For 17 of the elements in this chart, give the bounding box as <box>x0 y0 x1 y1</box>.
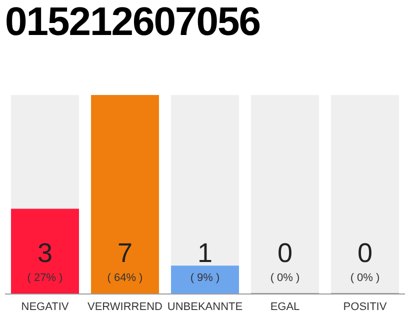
x-tick-label: VERWIRREND <box>88 300 163 313</box>
data-label: 1 <box>197 238 213 268</box>
data-label: 0 <box>357 238 373 268</box>
x-tick-label: POSITIV <box>343 300 388 313</box>
x-tick-label: NEGATIV <box>21 300 70 313</box>
data-label: 0 <box>277 238 293 268</box>
annotation: ( 0% ) <box>350 272 380 284</box>
annotation: ( 0% ) <box>270 272 300 284</box>
data-label: 3 <box>37 238 53 268</box>
data-label: 7 <box>117 238 133 268</box>
x-tick-label: EGAL <box>270 300 300 313</box>
annotation: ( 9% ) <box>190 272 220 284</box>
bar <box>171 266 239 294</box>
annotation: ( 64% ) <box>107 272 143 284</box>
x-tick-label: UNBEKANNTE <box>167 300 243 313</box>
chart-title: 015212607056 <box>5 0 260 45</box>
annotation: ( 27% ) <box>27 272 63 284</box>
